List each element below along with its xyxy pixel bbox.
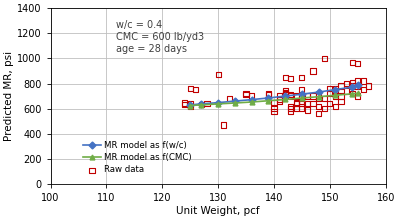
Point <box>349 92 356 95</box>
Point <box>304 94 311 98</box>
Point <box>288 104 294 108</box>
Point <box>299 88 305 92</box>
Point <box>299 107 305 110</box>
Point <box>321 107 328 110</box>
Point <box>332 94 339 98</box>
Point <box>182 103 188 107</box>
Text: w/c = 0.4
CMC = 600 lb/yd3
age = 28 days: w/c = 0.4 CMC = 600 lb/yd3 age = 28 days <box>116 20 204 54</box>
Point <box>249 94 255 98</box>
Point <box>265 92 272 95</box>
Point <box>282 91 288 94</box>
Point <box>299 75 305 79</box>
Point <box>344 89 350 93</box>
Point <box>338 84 344 88</box>
Point <box>288 109 294 113</box>
Point <box>226 97 233 100</box>
Point <box>215 72 221 76</box>
Point <box>221 123 227 127</box>
Point <box>271 101 277 104</box>
Point <box>187 104 194 108</box>
Point <box>271 109 277 113</box>
Point <box>316 112 322 116</box>
Point <box>277 98 283 102</box>
Point <box>321 57 328 60</box>
Point <box>288 93 294 97</box>
Point <box>182 101 188 105</box>
Point <box>310 69 316 73</box>
Point <box>193 88 199 92</box>
Point <box>293 101 300 104</box>
Point <box>282 75 288 79</box>
Point <box>304 108 311 112</box>
Point <box>355 79 361 83</box>
Point <box>338 94 344 98</box>
Point <box>299 94 305 98</box>
Point <box>332 104 339 108</box>
Point <box>277 99 283 103</box>
Point <box>316 94 322 98</box>
Point <box>355 84 361 88</box>
Point <box>366 84 372 88</box>
Point <box>327 92 333 95</box>
Point <box>304 102 311 105</box>
Point <box>338 99 344 103</box>
Point <box>327 102 333 105</box>
Point <box>299 99 305 103</box>
Point <box>349 84 356 88</box>
Point <box>288 94 294 98</box>
Point <box>332 89 339 93</box>
Point <box>332 87 339 90</box>
Point <box>198 103 205 106</box>
Point <box>316 104 322 108</box>
Point <box>293 94 300 98</box>
Point <box>288 107 294 110</box>
Point <box>316 97 322 100</box>
Point <box>293 107 300 110</box>
X-axis label: Unit Weight, pcf: Unit Weight, pcf <box>176 206 260 216</box>
Point <box>282 93 288 97</box>
Point <box>271 107 277 110</box>
Point <box>327 87 333 90</box>
Point <box>310 94 316 98</box>
Point <box>277 94 283 98</box>
Point <box>288 77 294 80</box>
Point <box>355 62 361 65</box>
Point <box>299 102 305 105</box>
Point <box>355 94 361 98</box>
Point <box>293 102 300 105</box>
Point <box>187 87 194 90</box>
Point <box>282 89 288 93</box>
Point <box>265 92 272 96</box>
Point <box>187 102 194 105</box>
Point <box>349 61 356 64</box>
Point <box>321 97 328 100</box>
Legend: MR model as f(w/c), MR model as f(CMC), Raw data: MR model as f(w/c), MR model as f(CMC), … <box>82 140 194 176</box>
Point <box>204 102 210 105</box>
Point <box>344 82 350 85</box>
Point <box>282 92 288 95</box>
Point <box>360 88 367 92</box>
Point <box>243 92 249 95</box>
Point <box>243 93 249 97</box>
Point <box>360 79 367 83</box>
Point <box>310 102 316 105</box>
Point <box>349 81 356 84</box>
Y-axis label: Predicted MR, psi: Predicted MR, psi <box>4 51 14 141</box>
